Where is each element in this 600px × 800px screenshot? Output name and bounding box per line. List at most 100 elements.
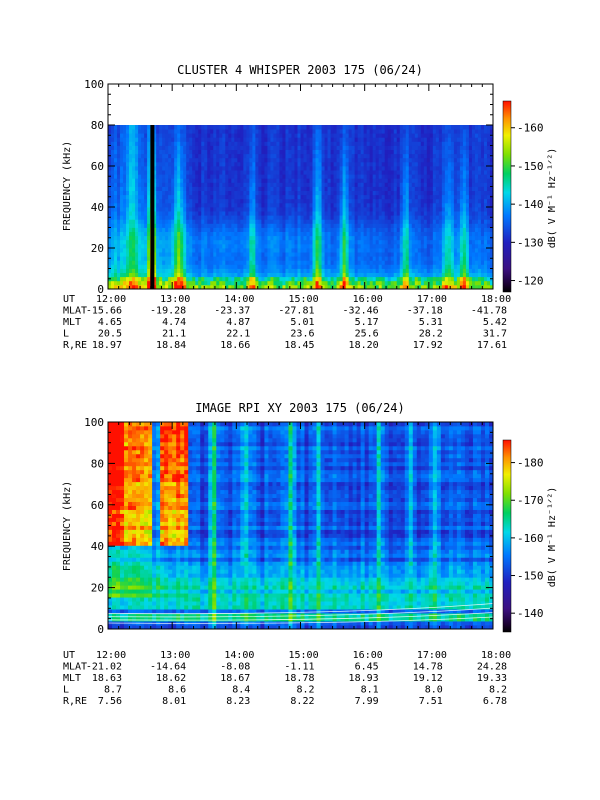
heatmap-cell	[306, 268, 310, 273]
heatmap-cell	[162, 170, 166, 175]
heatmap-cell	[354, 207, 359, 212]
heatmap-cell	[117, 149, 121, 155]
heatmap-cell	[255, 243, 259, 249]
heatmap-cell	[300, 125, 304, 130]
heatmap-cell	[123, 133, 127, 138]
heatmap-cell	[276, 174, 280, 179]
heatmap-cell	[183, 153, 187, 159]
heatmap-cell	[174, 231, 178, 237]
heatmap-cell	[261, 239, 265, 245]
heatmap-cell	[339, 260, 344, 265]
heatmap-cell	[195, 166, 199, 171]
heatmap-cell	[465, 264, 470, 269]
heatmap-cell	[120, 170, 124, 175]
heatmap-cell	[270, 243, 274, 249]
heatmap-cell	[141, 235, 145, 241]
heatmap-cell	[174, 219, 178, 224]
heatmap-cell	[414, 276, 419, 282]
heatmap-cell	[291, 211, 295, 216]
heatmap-cell	[465, 239, 470, 245]
heatmap-cell	[270, 157, 274, 163]
heatmap-cell	[114, 141, 118, 146]
heatmap-cell	[330, 231, 334, 237]
heatmap-cell	[306, 211, 310, 216]
heatmap-cell	[453, 256, 458, 261]
heatmap-cell	[144, 161, 148, 167]
heatmap-cell	[276, 166, 280, 171]
heatmap-cell	[306, 182, 310, 187]
heatmap-cell	[420, 178, 425, 183]
heatmap-cell	[309, 161, 313, 167]
heatmap-cell	[441, 231, 446, 237]
heatmap-cell	[213, 149, 217, 155]
heatmap-cell	[162, 276, 166, 282]
heatmap-cell	[120, 125, 124, 130]
heatmap-cell	[162, 133, 166, 138]
heatmap-cell	[465, 190, 470, 196]
heatmap-cell	[162, 137, 166, 142]
heatmap-cell	[447, 207, 452, 212]
heatmap-cell	[285, 145, 289, 150]
heatmap-cell	[468, 243, 473, 249]
heatmap-cell	[111, 153, 115, 159]
heatmap-cell	[171, 248, 175, 253]
heatmap-cell	[420, 215, 425, 220]
heatmap-cell	[399, 125, 404, 130]
heatmap-cell	[141, 137, 145, 142]
heatmap-cell	[435, 264, 440, 269]
heatmap-cell	[357, 129, 362, 134]
heatmap-cell	[225, 194, 229, 200]
heatmap-cell	[198, 256, 202, 261]
heatmap-cell	[432, 161, 437, 167]
heatmap-cell	[438, 280, 443, 286]
heatmap-cell	[381, 264, 386, 269]
heatmap-cell	[135, 215, 139, 220]
heatmap-cell	[282, 194, 286, 200]
heatmap-cell	[228, 153, 232, 159]
heatmap-cell	[417, 235, 422, 241]
heatmap-cell	[285, 223, 289, 228]
heatmap-cell	[405, 248, 410, 253]
heatmap-cell	[129, 133, 133, 138]
heatmap-cell	[252, 280, 256, 286]
heatmap-cell	[441, 211, 446, 216]
heatmap-cell	[411, 137, 416, 142]
heatmap-cell	[384, 243, 389, 249]
heatmap-cell	[366, 280, 371, 286]
heatmap-cell	[447, 174, 452, 179]
heatmap-cell	[321, 198, 325, 204]
heatmap-cell	[387, 243, 392, 249]
heatmap-cell	[171, 239, 175, 245]
heatmap-cell	[423, 243, 428, 249]
heatmap-cell	[468, 256, 473, 261]
heatmap-cell	[186, 182, 190, 187]
heatmap-cell	[189, 141, 193, 146]
heatmap-cell	[138, 243, 142, 249]
heatmap-cell	[300, 166, 304, 171]
heatmap-cell	[321, 174, 325, 179]
heatmap-cell	[126, 219, 130, 224]
heatmap-cell	[300, 186, 304, 191]
heatmap-cell	[234, 235, 238, 241]
heatmap-cell	[423, 276, 428, 282]
heatmap-cell	[195, 215, 199, 220]
heatmap-cell	[444, 227, 449, 232]
heatmap-cell	[474, 219, 479, 224]
heatmap-cell	[177, 186, 181, 191]
heatmap-cell	[423, 284, 428, 290]
heatmap-cell	[333, 227, 337, 232]
heatmap-cell	[303, 153, 307, 159]
heatmap-cell	[201, 166, 205, 171]
heatmap-cell	[207, 202, 211, 208]
heatmap-cell	[363, 268, 368, 273]
heatmap-cell	[285, 256, 289, 261]
heatmap-cell	[168, 252, 172, 257]
heatmap-cell	[435, 141, 440, 146]
heatmap-cell	[351, 264, 356, 269]
heatmap-cell	[456, 153, 461, 159]
heatmap-cell	[138, 170, 142, 175]
heatmap-cell	[198, 231, 202, 237]
heatmap-cell	[126, 174, 130, 179]
heatmap-cell	[408, 260, 413, 265]
heatmap-cell	[132, 268, 136, 273]
